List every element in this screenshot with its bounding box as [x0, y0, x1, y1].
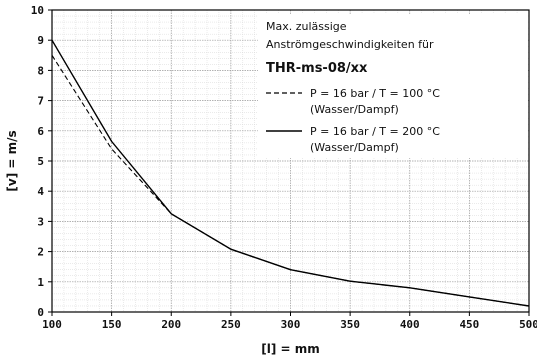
- series-line-2: [51, 39, 530, 307]
- legend: Max. zulässige Anströmgeschwindigkeiten …: [258, 14, 528, 158]
- legend-series2-sublabel: (Wasser/Dampf): [310, 141, 399, 154]
- y-tick-label: 10: [31, 4, 44, 17]
- legend-series1-sublabel: (Wasser/Dampf): [310, 103, 399, 116]
- y-tick-label: 4: [37, 185, 44, 198]
- x-tick-label: 500: [519, 318, 537, 331]
- legend-heading-line1: Max. zulässige: [266, 20, 347, 33]
- legend-series1-label: P = 16 bar / T = 100 °C: [310, 87, 440, 100]
- legend-background: [258, 14, 528, 158]
- y-axis-label: [v] = m/s: [5, 130, 19, 191]
- x-tick-label: 450: [459, 318, 479, 331]
- legend-model: THR-ms-08/xx: [266, 61, 368, 76]
- y-tick-label: 3: [37, 215, 44, 228]
- x-tick-label: 400: [400, 318, 420, 331]
- legend-heading-line2: Anströmgeschwindigkeiten für: [266, 38, 434, 51]
- x-tick-label: 100: [42, 318, 62, 331]
- x-tick-label: 350: [340, 318, 360, 331]
- x-tick-label: 200: [161, 318, 181, 331]
- y-tick-labels: 0 1 2 3 4 5 6 7 8 9 10: [31, 4, 52, 319]
- y-tick-label: 7: [37, 95, 44, 108]
- y-tick-label: 5: [37, 155, 44, 168]
- x-axis-label: [l] = mm: [261, 342, 320, 356]
- y-tick-label: 1: [37, 276, 44, 289]
- y-tick-label: 2: [37, 246, 44, 259]
- legend-series2-label: P = 16 bar / T = 200 °C: [310, 125, 440, 138]
- x-tick-label: 150: [102, 318, 122, 331]
- y-tick-label: 9: [37, 34, 44, 47]
- y-tick-label: 0: [37, 306, 44, 319]
- y-tick-label: 8: [37, 64, 44, 77]
- x-tick-label: 250: [221, 318, 241, 331]
- y-tick-label: 6: [37, 125, 44, 138]
- x-tick-label: 300: [281, 318, 301, 331]
- series-lines: [51, 39, 530, 307]
- x-tick-labels: 100 150 200 250 300 350 400 450 500: [42, 312, 537, 331]
